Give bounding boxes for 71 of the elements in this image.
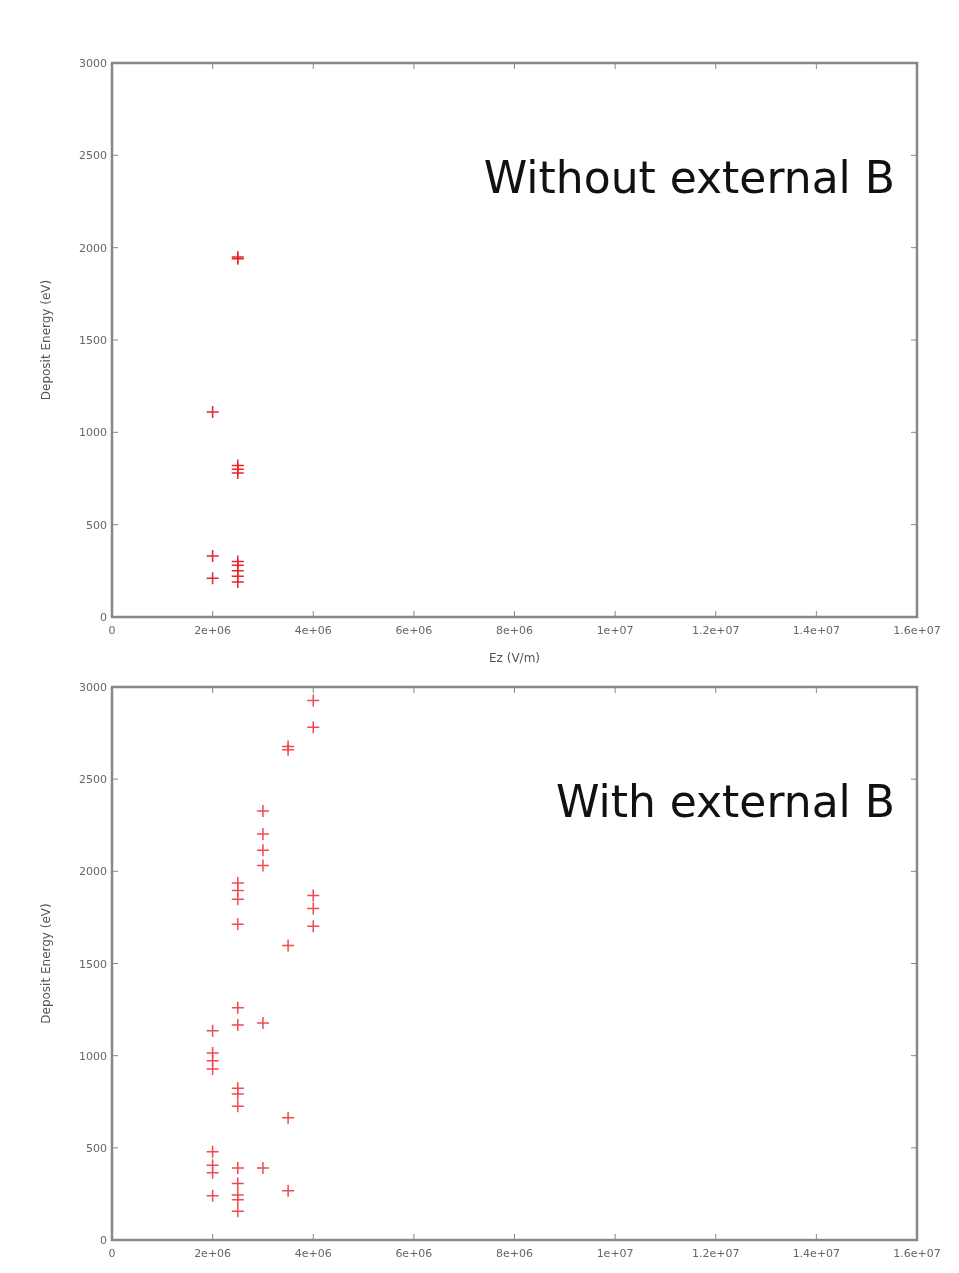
- point: [281, 938, 295, 953]
- point: [205, 1024, 220, 1038]
- y-axis-title: Deposit Energy (eV): [39, 279, 53, 401]
- point: [231, 892, 245, 907]
- y-tick-label: 2000: [79, 241, 107, 255]
- point: [256, 1016, 270, 1030]
- x-tick-label: 6e+06: [395, 624, 433, 637]
- point: [205, 1189, 220, 1203]
- point: [231, 554, 245, 569]
- y-tick-label: 500: [86, 518, 107, 532]
- x-tick-label: 1.6e+07: [893, 1247, 941, 1260]
- point: [205, 549, 220, 563]
- point: [256, 1161, 270, 1175]
- point: [231, 1161, 245, 1175]
- point: [306, 720, 320, 735]
- x-tick-label: 8e+06: [496, 624, 533, 637]
- y-tick-label: 3000: [79, 57, 107, 70]
- x-tick-label: 1e+07: [596, 1247, 634, 1260]
- x-tick-label: 1.2e+07: [692, 1247, 740, 1260]
- annotation: With external B: [555, 776, 895, 827]
- y-tick-label: 500: [86, 1141, 107, 1155]
- x-tick-label: 0: [108, 624, 116, 637]
- point: [231, 1099, 245, 1114]
- annotation: Without external B: [483, 152, 895, 203]
- x-tick-label: 2e+06: [194, 1247, 232, 1260]
- y-tick-label: 0: [100, 1234, 107, 1247]
- point: [281, 1111, 295, 1125]
- x-tick-label: 1.4e+07: [792, 624, 841, 637]
- point: [231, 1176, 245, 1191]
- x-tick-label: 8e+06: [496, 1247, 533, 1260]
- x-tick-label: 4e+06: [294, 624, 332, 637]
- y-tick-label: 1000: [79, 426, 107, 440]
- x-axis-title: Ez (V/m): [489, 651, 540, 665]
- y-tick-label: 1500: [79, 957, 107, 971]
- point: [306, 693, 320, 708]
- y-tick-label: 3000: [79, 681, 107, 694]
- point: [256, 858, 270, 873]
- x-tick-label: 6e+06: [395, 1247, 433, 1260]
- y-tick-label: 2000: [79, 865, 107, 879]
- point: [231, 1192, 245, 1207]
- y-axis-title: Deposit Energy (eV): [39, 903, 53, 1024]
- point: [205, 571, 220, 585]
- point: [231, 1018, 245, 1032]
- point: [231, 1000, 245, 1015]
- x-tick-label: 4e+06: [294, 1247, 332, 1260]
- x-tick-label: 1.6e+07: [893, 624, 941, 637]
- point: [256, 827, 270, 841]
- point: [205, 405, 220, 419]
- point: [306, 901, 320, 916]
- y-tick-label: 1500: [79, 334, 107, 347]
- x-tick-label: 1e+07: [596, 624, 634, 637]
- point: [231, 917, 245, 931]
- x-tick-label: 1.4e+07: [792, 1247, 841, 1260]
- point: [306, 888, 320, 903]
- point: [256, 804, 270, 818]
- point: [205, 1165, 220, 1180]
- y-tick-label: 1000: [79, 1049, 107, 1063]
- y-tick-label: 2500: [79, 773, 107, 787]
- point: [281, 1184, 295, 1198]
- point: [205, 1062, 220, 1076]
- y-tick-label: 2500: [79, 149, 107, 163]
- x-tick-label: 0: [108, 1247, 116, 1260]
- x-tick-label: 1.2e+07: [692, 624, 740, 637]
- x-tick-label: 2e+06: [194, 624, 232, 637]
- point: [306, 919, 320, 934]
- point: [256, 843, 270, 857]
- point: [231, 1087, 245, 1101]
- point: [231, 458, 245, 473]
- point: [205, 1144, 220, 1159]
- point: [231, 1204, 245, 1218]
- y-tick-label: 0: [100, 611, 107, 624]
